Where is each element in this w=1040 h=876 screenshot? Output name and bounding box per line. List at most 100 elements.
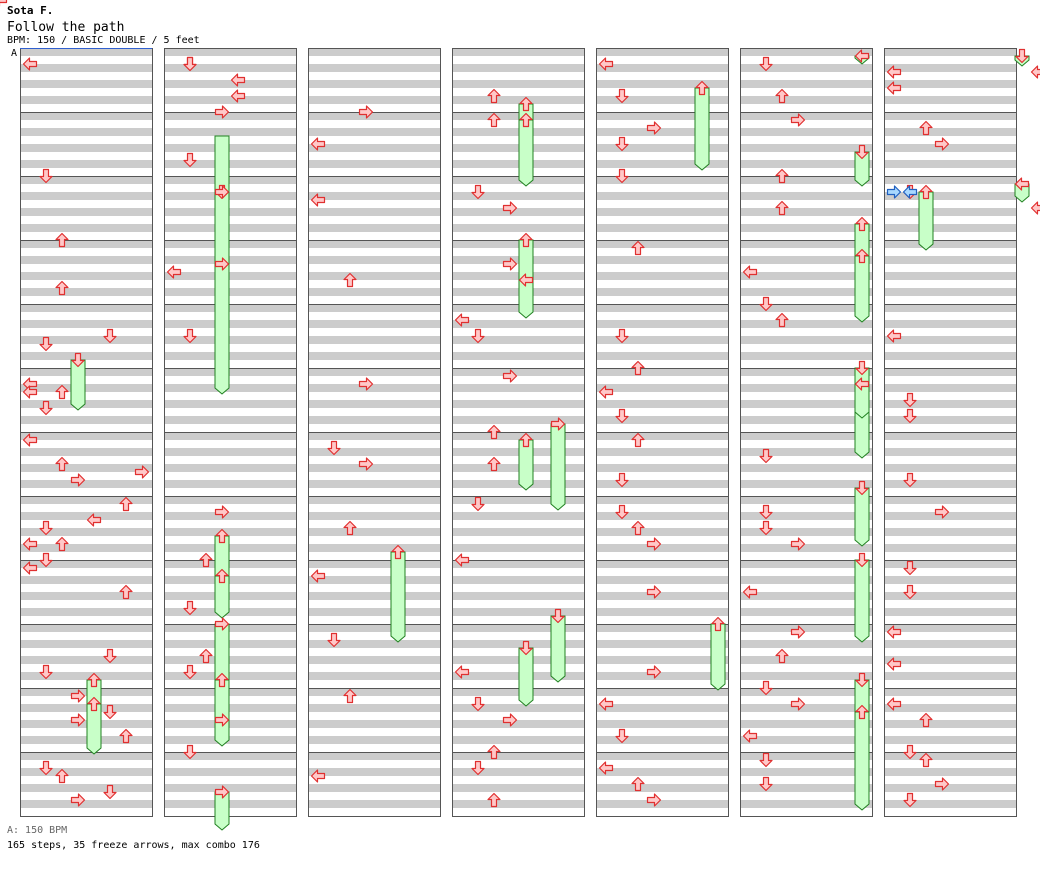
beat-band — [20, 384, 152, 392]
step-arrow — [919, 752, 933, 768]
step-arrow — [22, 57, 38, 71]
step-arrow — [119, 496, 133, 512]
beat-band — [308, 256, 440, 264]
step-arrow — [903, 584, 917, 600]
beat-band — [452, 656, 584, 664]
beat-band — [884, 576, 1016, 584]
beat-band — [884, 800, 1016, 808]
beat-band — [164, 304, 296, 312]
beat-band — [164, 48, 296, 56]
beat-band — [740, 464, 872, 472]
beat-band — [308, 464, 440, 472]
step-arrow — [119, 584, 133, 600]
beat-band — [596, 112, 728, 120]
freeze-arrow-body — [854, 711, 870, 811]
beat-band — [596, 768, 728, 776]
beat-band — [596, 512, 728, 520]
beat-band — [164, 752, 296, 760]
beat-band — [884, 464, 1016, 472]
beat-band — [452, 208, 584, 216]
step-arrow — [22, 385, 38, 399]
beat-band — [20, 528, 152, 536]
chart-panel — [596, 48, 729, 817]
beat-band — [596, 448, 728, 456]
beat-band — [884, 752, 1016, 760]
shock-arrow — [902, 185, 918, 199]
step-arrow — [310, 193, 326, 207]
beat-band — [308, 272, 440, 280]
step-arrow — [487, 456, 501, 472]
step-arrow — [775, 312, 789, 328]
freeze-arrow-body — [390, 551, 406, 643]
beat-band — [596, 368, 728, 376]
beat-band — [164, 96, 296, 104]
beat-band — [884, 656, 1016, 664]
beat-band — [308, 640, 440, 648]
step-arrow — [166, 265, 182, 279]
beat-band — [20, 208, 152, 216]
step-arrow — [183, 152, 197, 168]
beat-band — [596, 320, 728, 328]
beat-band — [884, 368, 1016, 376]
step-arrow — [631, 240, 645, 256]
step-arrow — [615, 472, 629, 488]
beat-band — [308, 576, 440, 584]
beat-band — [452, 576, 584, 584]
freeze-arrow-head — [519, 96, 533, 112]
step-arrow — [934, 505, 950, 519]
step-arrow — [502, 257, 518, 271]
beat-band — [164, 432, 296, 440]
step-arrow — [742, 729, 758, 743]
beat-band — [164, 672, 296, 680]
beat-band — [20, 48, 152, 56]
step-arrow — [598, 761, 614, 775]
step-arrow — [646, 793, 662, 807]
step-arrow — [183, 664, 197, 680]
step-arrow — [502, 369, 518, 383]
beat-band — [20, 128, 152, 136]
beat-band — [20, 480, 152, 488]
beat-band — [308, 560, 440, 568]
step-arrow — [615, 504, 629, 520]
beat-band — [740, 752, 872, 760]
beat-band — [740, 448, 872, 456]
step-arrow — [903, 392, 917, 408]
step-arrow — [22, 561, 38, 575]
beat-band — [884, 480, 1016, 488]
beat-band — [452, 400, 584, 408]
step-arrow — [70, 689, 86, 703]
beat-band — [20, 464, 152, 472]
step-arrow — [70, 473, 86, 487]
beat-band — [20, 608, 152, 616]
beat-band — [740, 160, 872, 168]
beat-band — [164, 464, 296, 472]
beat-band — [164, 112, 296, 120]
beat-band — [596, 624, 728, 632]
freeze-arrow-head — [695, 80, 709, 96]
beat-band — [740, 288, 872, 296]
step-arrow — [103, 704, 117, 720]
step-arrow — [934, 137, 950, 151]
beat-band — [596, 144, 728, 152]
beat-band — [20, 544, 152, 552]
beat-band — [20, 592, 152, 600]
beat-band — [20, 144, 152, 152]
beat-band — [740, 688, 872, 696]
beat-band — [308, 384, 440, 392]
step-arrow — [358, 377, 374, 391]
beat-band — [452, 624, 584, 632]
step-arrow — [759, 752, 773, 768]
step-arrow — [487, 744, 501, 760]
beat-band — [740, 592, 872, 600]
beat-band — [596, 704, 728, 712]
beat-band — [20, 288, 152, 296]
step-arrow — [646, 585, 662, 599]
beat-band — [884, 624, 1016, 632]
freeze-arrow-body — [214, 263, 230, 395]
step-arrow — [55, 536, 69, 552]
step-arrow — [790, 537, 806, 551]
beat-band — [452, 160, 584, 168]
beat-band — [740, 528, 872, 536]
beat-band — [308, 192, 440, 200]
beat-band — [308, 704, 440, 712]
